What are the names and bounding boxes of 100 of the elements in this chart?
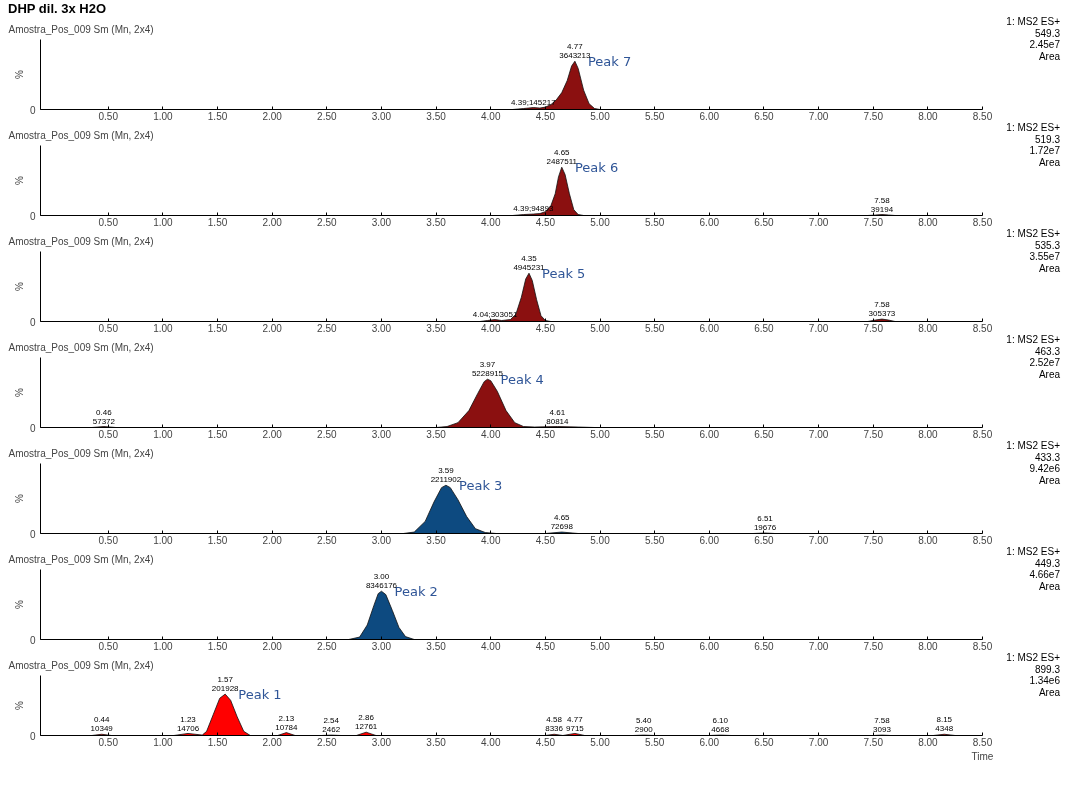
x-tick-label: 5.50 bbox=[644, 322, 665, 334]
x-tick-label: 4.00 bbox=[481, 428, 501, 440]
x-tick-label: 3.00 bbox=[371, 736, 392, 748]
x-tick-label: 8.00 bbox=[918, 428, 939, 440]
x-tick-label: 8.00 bbox=[918, 736, 939, 748]
x-tick-label: 7.50 bbox=[863, 216, 884, 228]
x-tick-label: 1.00 bbox=[153, 428, 174, 440]
x-tick-label: 7.00 bbox=[808, 216, 829, 228]
x-tick-label: 1.50 bbox=[207, 322, 228, 334]
x-tick-label: 5.00 bbox=[590, 736, 611, 748]
annotation: 8.15 4348 bbox=[935, 715, 954, 734]
annotation: 0 bbox=[29, 210, 36, 222]
annotation: 0.46 57372 bbox=[92, 407, 116, 426]
x-tick-label: 3.00 bbox=[371, 110, 392, 122]
x-tick-label: 4.50 bbox=[535, 534, 556, 546]
x-tick-label: 2.50 bbox=[317, 736, 337, 748]
x-tick-label: 5.00 bbox=[590, 216, 611, 228]
x-tick-label: 8.50 bbox=[972, 110, 993, 122]
x-tick-label: 3.00 bbox=[371, 428, 392, 440]
text: 1: MS2 ES+ bbox=[1006, 16, 1060, 27]
y-axis-title: % bbox=[13, 700, 25, 710]
annotation: 7.58 39194 bbox=[870, 195, 894, 214]
x-tick-label: 4.00 bbox=[481, 534, 501, 546]
x-tick-label: 8.00 bbox=[918, 534, 939, 546]
annotation: 6.51 19676 bbox=[753, 514, 777, 533]
x-tick-label: 7.50 bbox=[863, 640, 884, 652]
text: 1: MS2 ES+ bbox=[1006, 228, 1060, 239]
x-tick-label: 8.50 bbox=[972, 736, 993, 748]
text: Area bbox=[1038, 474, 1060, 486]
x-tick-label: 1.00 bbox=[153, 736, 174, 748]
x-tick-label: 2.00 bbox=[262, 110, 283, 122]
y-axis-title: % bbox=[13, 493, 25, 503]
x-tick-label: 4.50 bbox=[535, 322, 556, 334]
chart-subtitle: Amostra_Pos_009 Sm (Mn, 2x4) bbox=[8, 23, 154, 35]
x-tick-label: 6.00 bbox=[699, 428, 720, 440]
x-tick-label: 3.50 bbox=[426, 534, 447, 546]
x-tick-label: 2.00 bbox=[262, 216, 283, 228]
x-tick-label: 3.00 bbox=[371, 534, 392, 546]
x-tick-label: 3.00 bbox=[371, 322, 392, 334]
text: 1: MS2 ES+ bbox=[1006, 122, 1060, 133]
y-axis-title: % bbox=[13, 69, 25, 79]
x-tick-label: 1.50 bbox=[207, 216, 228, 228]
text: Area bbox=[1038, 156, 1060, 168]
x-tick-label: 6.00 bbox=[699, 640, 720, 652]
chart-subtitle: Amostra_Pos_009 Sm (Mn, 2x4) bbox=[8, 129, 154, 141]
x-tick-label: 2.00 bbox=[262, 640, 283, 652]
text: 549.3 bbox=[1034, 27, 1060, 39]
x-tick-label: 6.50 bbox=[754, 322, 775, 334]
text: 1.34e6 bbox=[1029, 675, 1060, 686]
x-tick-label: 5.50 bbox=[644, 216, 665, 228]
text: 519.3 bbox=[1034, 133, 1060, 145]
x-tick-label: 5.50 bbox=[644, 534, 665, 546]
x-tick-label: 8.50 bbox=[972, 428, 993, 440]
annotation: 1.23 14706 bbox=[176, 714, 200, 733]
x-tick-label: 5.50 bbox=[644, 736, 665, 748]
x-tick-label: 4.50 bbox=[535, 216, 556, 228]
x-tick-label: 8.50 bbox=[972, 322, 993, 334]
text: Area bbox=[1038, 686, 1060, 698]
annotation: 2.86 12761 bbox=[355, 713, 378, 732]
y-axis-title: % bbox=[13, 281, 25, 291]
x-tick-label: 3.00 bbox=[371, 640, 392, 652]
x-tick-label: 3.50 bbox=[426, 216, 447, 228]
x-tick-label: 3.50 bbox=[426, 322, 447, 334]
x-axis-title: Time bbox=[971, 750, 994, 762]
text: 3.55e7 bbox=[1029, 251, 1060, 262]
annotation: 0 bbox=[29, 422, 36, 434]
x-tick-label: 5.50 bbox=[644, 110, 665, 122]
text: 1: MS2 ES+ bbox=[1006, 334, 1060, 345]
text: 9.42e6 bbox=[1029, 463, 1060, 474]
x-tick-label: 8.50 bbox=[972, 640, 993, 652]
x-tick-label: 6.00 bbox=[699, 110, 720, 122]
x-tick-label: 8.00 bbox=[918, 110, 939, 122]
x-tick-label: 7.00 bbox=[808, 534, 829, 546]
x-tick-label: 4.50 bbox=[535, 110, 556, 122]
x-tick-label: 6.50 bbox=[754, 736, 775, 748]
chart-subtitle: Amostra_Pos_009 Sm (Mn, 2x4) bbox=[8, 553, 154, 565]
x-tick-label: 5.00 bbox=[590, 640, 611, 652]
x-tick-label: 5.00 bbox=[590, 534, 611, 546]
annotation: 4.61 80814 bbox=[546, 407, 570, 426]
annotation: 0.44 10349 bbox=[90, 715, 114, 734]
x-tick-label: 8.00 bbox=[918, 322, 939, 334]
chart-subtitle: Amostra_Pos_009 Sm (Mn, 2x4) bbox=[8, 659, 154, 671]
x-tick-label: 0.50 bbox=[98, 428, 119, 440]
x-tick-label: 6.50 bbox=[754, 110, 775, 122]
x-tick-label: 0.50 bbox=[98, 736, 119, 748]
text: 1: MS2 ES+ bbox=[1006, 652, 1060, 663]
text: Area bbox=[1038, 580, 1060, 592]
x-tick-label: 6.50 bbox=[754, 428, 775, 440]
text: 1: MS2 ES+ bbox=[1006, 440, 1060, 451]
x-tick-label: 1.50 bbox=[207, 428, 228, 440]
text: Area bbox=[1038, 50, 1060, 62]
x-tick-label: 7.00 bbox=[808, 640, 829, 652]
x-tick-label: 4.00 bbox=[481, 322, 501, 334]
text: 1: MS2 ES+ bbox=[1006, 546, 1060, 557]
x-tick-label: 0.50 bbox=[98, 640, 119, 652]
x-tick-label: 2.50 bbox=[317, 534, 337, 546]
chart-subtitle: Amostra_Pos_009 Sm (Mn, 2x4) bbox=[8, 341, 154, 353]
x-tick-label: 2.50 bbox=[317, 640, 337, 652]
x-tick-label: 2.00 bbox=[262, 534, 283, 546]
text: 2.45e7 bbox=[1029, 39, 1060, 50]
